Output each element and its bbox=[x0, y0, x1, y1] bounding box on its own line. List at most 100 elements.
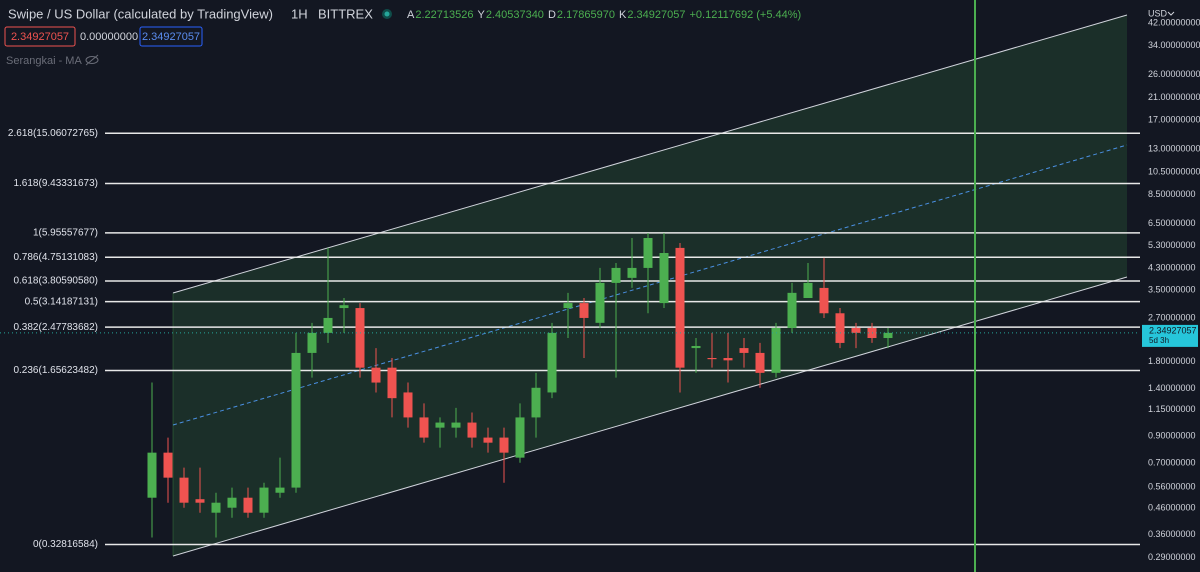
y-tick-label: 1.80000000 bbox=[1148, 356, 1196, 366]
ohlc-change: +0.12117692 (+5.44%) bbox=[689, 9, 801, 21]
candle-body bbox=[787, 292, 797, 328]
candle-body bbox=[739, 348, 749, 353]
candle-body bbox=[579, 303, 589, 318]
candle-body bbox=[451, 422, 461, 428]
candle-body bbox=[851, 327, 861, 333]
indicator[interactable]: Serangkai - MA bbox=[6, 55, 82, 67]
candle-body bbox=[483, 437, 493, 443]
y-tick-label: 0.46000000 bbox=[1148, 503, 1196, 513]
y-tick-label: 1.40000000 bbox=[1148, 383, 1196, 393]
candle-body bbox=[227, 497, 237, 508]
candle-body bbox=[643, 238, 653, 268]
fib-label: 1(5.95557677) bbox=[33, 228, 98, 239]
y-tick-label: 0.70000000 bbox=[1148, 457, 1196, 467]
candle-body bbox=[403, 392, 413, 418]
ohlc: A 2.22713526 Y 2.40537340 D 2.17865970 K 2.3492… bbox=[407, 9, 801, 21]
candle-body bbox=[819, 287, 829, 314]
candle-body bbox=[147, 452, 157, 498]
y-tick-label: 1.15000000 bbox=[1148, 404, 1196, 414]
fib-label: 0.786(4.75131083) bbox=[13, 252, 98, 263]
buy-price[interactable]: 2.34927057 bbox=[142, 31, 200, 43]
last-price-label: 2.34927057 bbox=[1149, 325, 1197, 335]
y-tick-label: 0.36000000 bbox=[1148, 529, 1196, 539]
spread: 0.00000000 bbox=[80, 31, 138, 43]
candle-body bbox=[163, 452, 173, 478]
candle-body bbox=[627, 267, 637, 278]
candle-body bbox=[531, 387, 541, 418]
exchange: BITTREX bbox=[318, 6, 373, 21]
candle-body bbox=[467, 422, 477, 438]
candle-body bbox=[515, 417, 525, 458]
candle-body bbox=[755, 352, 765, 373]
channel-lower bbox=[172, 276, 1128, 557]
fib-label: 0.5(3.14187131) bbox=[25, 296, 98, 307]
sell-price[interactable]: 2.34927057 bbox=[11, 31, 69, 43]
candle-body bbox=[339, 305, 349, 309]
candle-body bbox=[691, 345, 701, 349]
fib-label: 0.618(3.80590580) bbox=[13, 276, 98, 287]
candle-body bbox=[659, 253, 669, 304]
candle-body bbox=[707, 357, 717, 360]
ohlc-key: D bbox=[548, 9, 556, 21]
channel-upper bbox=[172, 14, 1128, 294]
candle-body bbox=[179, 477, 189, 503]
fib-levels: 2.618(15.06072765) 1.618(9.43331673) 1(5.9… bbox=[8, 128, 1140, 550]
candle-body bbox=[419, 417, 429, 438]
price-axis-labels: 42.00000000 34.00000000 26.00000000 21.0000… bbox=[1148, 17, 1200, 562]
candle-body bbox=[291, 352, 301, 488]
ohlc-value: 2.22713526 bbox=[415, 9, 473, 21]
candle-body bbox=[595, 282, 605, 323]
candle-body bbox=[675, 247, 685, 368]
sell-box[interactable] bbox=[4, 26, 76, 47]
candle-body bbox=[387, 367, 397, 399]
candle-body bbox=[547, 332, 557, 393]
candle-body bbox=[563, 303, 573, 309]
ohlc-key: K bbox=[619, 9, 627, 21]
y-tick-label: 0.90000000 bbox=[1148, 430, 1196, 440]
ohlc-value: 2.40537340 bbox=[486, 9, 544, 21]
currency[interactable]: USD bbox=[1148, 8, 1168, 18]
y-tick-label: 6.50000000 bbox=[1148, 218, 1196, 228]
y-tick-label: 0.56000000 bbox=[1148, 481, 1196, 491]
candle-body bbox=[883, 332, 893, 339]
hide-icon[interactable] bbox=[85, 54, 99, 66]
y-tick-label: 10.50000000 bbox=[1148, 166, 1200, 176]
symbol[interactable]: Swipe / US Dollar (calculated by Trading… bbox=[8, 6, 273, 21]
candle-body bbox=[211, 502, 221, 513]
candle-body bbox=[803, 282, 813, 299]
ohlc-key: Y bbox=[477, 9, 485, 21]
candle-body bbox=[307, 332, 317, 353]
fib-label: 1.618(9.43331673) bbox=[13, 178, 98, 189]
y-tick-label: 8.50000000 bbox=[1148, 189, 1196, 199]
y-tick-label: 21.00000000 bbox=[1148, 92, 1200, 102]
candle-body bbox=[435, 422, 445, 428]
y-tick-label: 3.50000000 bbox=[1148, 284, 1196, 294]
interval[interactable]: 1H bbox=[291, 6, 308, 21]
ohlc-value: 2.34927057 bbox=[627, 9, 685, 21]
candle-body bbox=[611, 267, 621, 283]
y-tick-label: 42.00000000 bbox=[1148, 17, 1200, 27]
y-tick-label: 2.70000000 bbox=[1148, 312, 1196, 322]
y-tick-label: 13.00000000 bbox=[1148, 143, 1200, 153]
buy-box[interactable] bbox=[139, 26, 203, 47]
market-status-dot bbox=[384, 11, 390, 17]
y-tick-label: 34.00000000 bbox=[1148, 40, 1200, 50]
y-tick-label: 5.30000000 bbox=[1148, 240, 1196, 250]
price-axis bbox=[1140, 0, 1200, 572]
y-tick-label: 26.00000000 bbox=[1148, 69, 1200, 79]
candle-body bbox=[355, 308, 365, 368]
fib-label: 0.236(1.65623482) bbox=[13, 365, 98, 376]
candle-body bbox=[275, 487, 285, 493]
channel-fill bbox=[173, 15, 1127, 556]
candles bbox=[147, 233, 893, 538]
candle-body bbox=[835, 313, 845, 343]
candle-body bbox=[723, 357, 733, 361]
y-tick-label: 0.29000000 bbox=[1148, 552, 1196, 562]
candle-body bbox=[243, 497, 253, 513]
fib-label: 0(0.32816584) bbox=[33, 539, 98, 550]
fib-label: 2.618(15.06072765) bbox=[8, 128, 98, 139]
candle-body bbox=[771, 327, 781, 373]
candle-body bbox=[371, 367, 381, 383]
channel-mid bbox=[172, 144, 1128, 426]
